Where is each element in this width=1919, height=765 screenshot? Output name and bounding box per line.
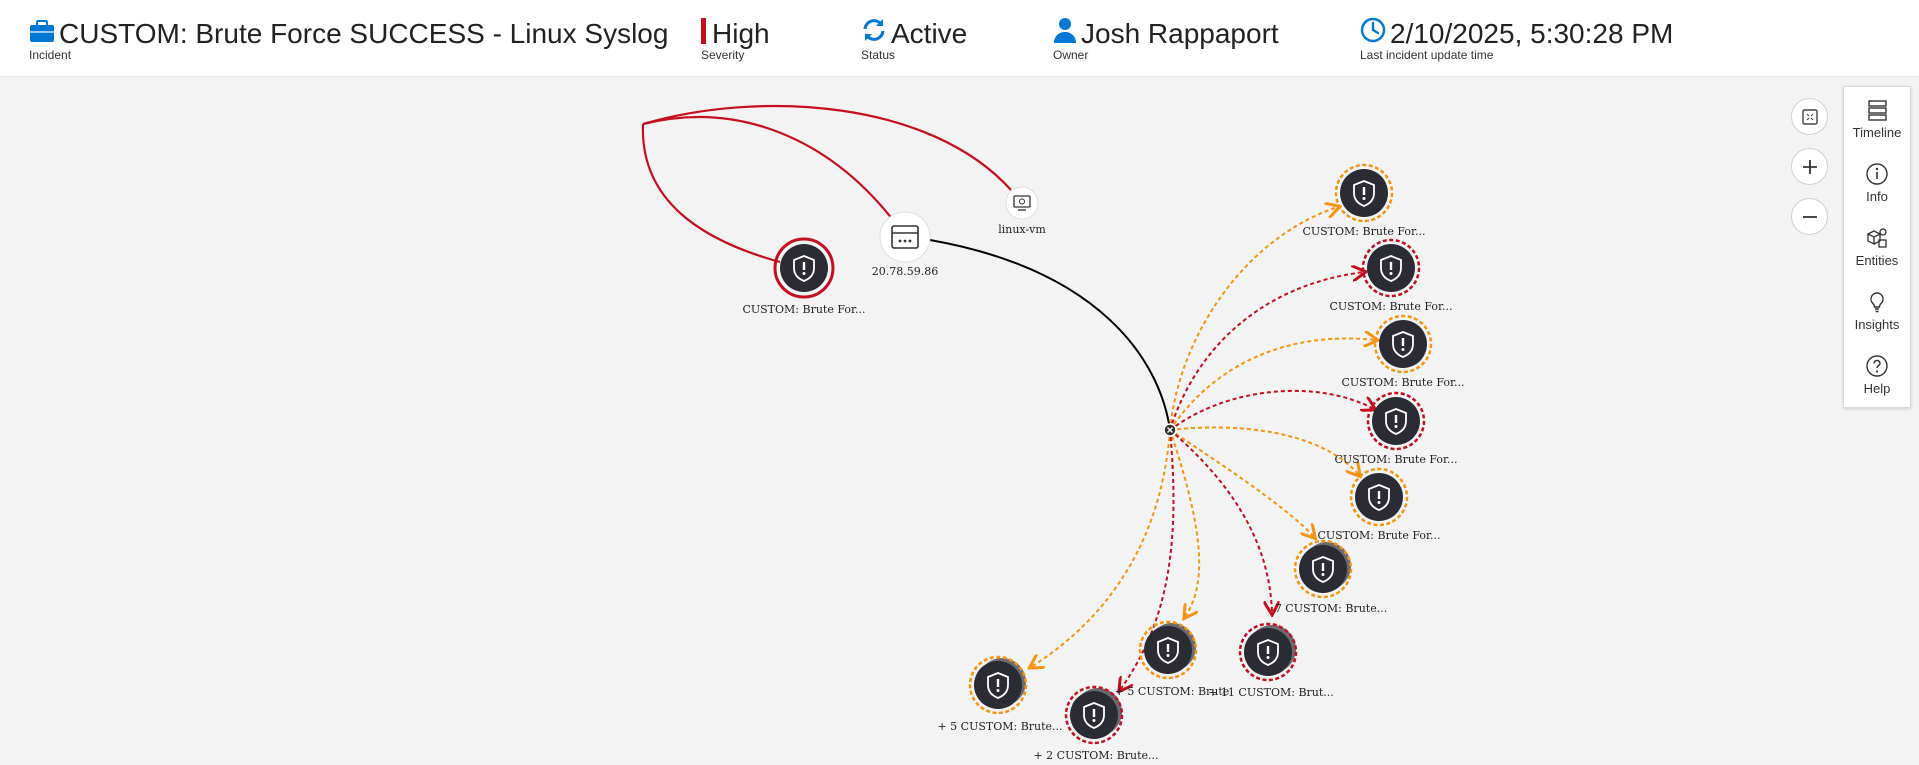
lightbulb-icon <box>1870 292 1884 313</box>
incident-title-block: CUSTOM: Brute Force SUCCESS - Linux Sysl… <box>29 16 668 62</box>
severity-bar-icon <box>701 18 706 44</box>
severity-label: Severity <box>701 48 745 62</box>
timeline-button[interactable]: Timeline <box>1844 87 1910 151</box>
status-value: Active <box>891 18 968 49</box>
severity-value: High <box>712 18 770 49</box>
edge-to-group-2 <box>1169 429 1272 613</box>
help-label: Help <box>1863 381 1891 396</box>
alert-group-node[interactable]: + 2 CUSTOM: Brute... <box>1033 685 1159 762</box>
edge-to-alert-1 <box>1169 207 1338 431</box>
owner-block: Josh Rappaport Owner <box>1053 16 1279 62</box>
edge-to-group-5 <box>1120 429 1175 690</box>
entities-button[interactable]: Entities <box>1844 215 1910 279</box>
owner-label: Owner <box>1053 48 1089 62</box>
edge-main-alert-to-hub <box>641 123 781 264</box>
help-button[interactable]: Help <box>1844 343 1910 407</box>
vm-label: linux-vm <box>998 223 1046 236</box>
edge-to-alert-2 <box>1169 272 1364 431</box>
alert-node[interactable]: CUSTOM: Brute For... <box>1302 163 1426 238</box>
alert-group-node[interactable]: + 11 CUSTOM: Brut... <box>1208 622 1334 699</box>
incident-title-label: Incident <box>29 48 72 62</box>
entities-icon <box>1866 228 1887 248</box>
owner-value: Josh Rappaport <box>1081 18 1279 49</box>
timeline-icon <box>1868 100 1887 121</box>
alert-label: CUSTOM: Brute For... <box>1329 300 1452 313</box>
alert-edges <box>1031 207 1376 690</box>
alert-group-node[interactable]: + 5 CUSTOM: Brute... <box>937 655 1063 733</box>
group-label: + 5 CUSTOM: Brute <box>1115 685 1230 698</box>
junction-node[interactable] <box>1163 423 1177 437</box>
ip-label: 20.78.59.86 <box>872 265 938 278</box>
edge-to-group-1 <box>1169 429 1314 537</box>
status-block: Active Status <box>861 16 967 62</box>
user-icon <box>1053 16 1077 52</box>
monitor-icon <box>1013 195 1031 211</box>
plus-icon <box>1802 159 1817 174</box>
updated-block: 2/10/2025, 5:30:28 PM Last incident upda… <box>1360 16 1673 62</box>
entities-label: Entities <box>1855 253 1899 268</box>
ip-node[interactable]: 20.78.59.86 <box>872 211 938 278</box>
fit-screen-icon <box>1801 108 1818 125</box>
main-alert-node[interactable]: CUSTOM: Brute For... <box>742 237 866 316</box>
edge-ip-to-hub <box>642 116 894 221</box>
group-label: 7 CUSTOM: Brute... <box>1275 602 1387 615</box>
server-icon <box>891 225 919 249</box>
info-icon <box>1866 163 1888 185</box>
main-alert-label: CUSTOM: Brute For... <box>742 303 865 316</box>
help-icon <box>1866 355 1888 377</box>
incident-header: CUSTOM: Brute Force SUCCESS - Linux Sysl… <box>0 0 1919 77</box>
updated-value: 2/10/2025, 5:30:28 PM <box>1390 18 1674 49</box>
edge-to-group-3 <box>1169 429 1201 617</box>
fit-to-screen-button[interactable] <box>1791 98 1828 135</box>
briefcase-icon <box>29 16 55 52</box>
incident-graph[interactable]: CUSTOM: Brute For... 20.78.59.86 linux-v… <box>0 77 1919 765</box>
alert-label: CUSTOM: Brute For... <box>1317 529 1440 542</box>
group-label: + 5 CUSTOM: Brute... <box>937 720 1062 733</box>
red-edges <box>641 104 1012 264</box>
alert-label: CUSTOM: Brute For... <box>1334 453 1457 466</box>
group-label: + 2 CUSTOM: Brute... <box>1033 749 1158 762</box>
alert-node[interactable]: CUSTOM: Brute For... <box>1329 238 1453 313</box>
edge-to-alert-4 <box>1169 389 1374 431</box>
alert-group-node[interactable]: + 5 CUSTOM: Brute <box>1115 620 1230 698</box>
alert-node[interactable]: CUSTOM: Brute For... <box>1334 391 1458 466</box>
alert-label: CUSTOM: Brute For... <box>1341 376 1464 389</box>
refresh-icon <box>861 16 887 52</box>
side-panel: Timeline Info Entities Insights Help <box>1843 86 1911 408</box>
severity-block: High Severity <box>701 16 770 62</box>
alert-label: CUSTOM: Brute For... <box>1302 225 1425 238</box>
status-label: Status <box>861 48 896 62</box>
edge-ip-to-junction <box>929 239 1171 431</box>
clock-icon <box>1360 16 1386 52</box>
alert-node[interactable]: CUSTOM: Brute For... <box>1341 314 1465 389</box>
zoom-in-button[interactable] <box>1791 148 1828 185</box>
edge-to-group-4 <box>1031 429 1171 667</box>
info-button[interactable]: Info <box>1844 151 1910 215</box>
group-label: + 11 CUSTOM: Brut... <box>1208 686 1334 699</box>
alert-group-node[interactable]: 7 CUSTOM: Brute... <box>1275 539 1387 615</box>
edge-vm-to-hub <box>642 104 1012 191</box>
alert-node[interactable]: CUSTOM: Brute For... <box>1317 467 1441 542</box>
insights-label: Insights <box>1854 317 1900 332</box>
zoom-out-button[interactable] <box>1791 198 1828 235</box>
edge-to-alert-5 <box>1169 426 1359 475</box>
minus-icon <box>1802 215 1817 218</box>
updated-label: Last incident update time <box>1360 48 1494 62</box>
info-label: Info <box>1866 189 1888 204</box>
timeline-label: Timeline <box>1852 125 1902 140</box>
insights-button[interactable]: Insights <box>1844 279 1910 343</box>
incident-title: CUSTOM: Brute Force SUCCESS - Linux Sysl… <box>59 18 669 49</box>
vm-node[interactable]: linux-vm <box>998 186 1046 236</box>
